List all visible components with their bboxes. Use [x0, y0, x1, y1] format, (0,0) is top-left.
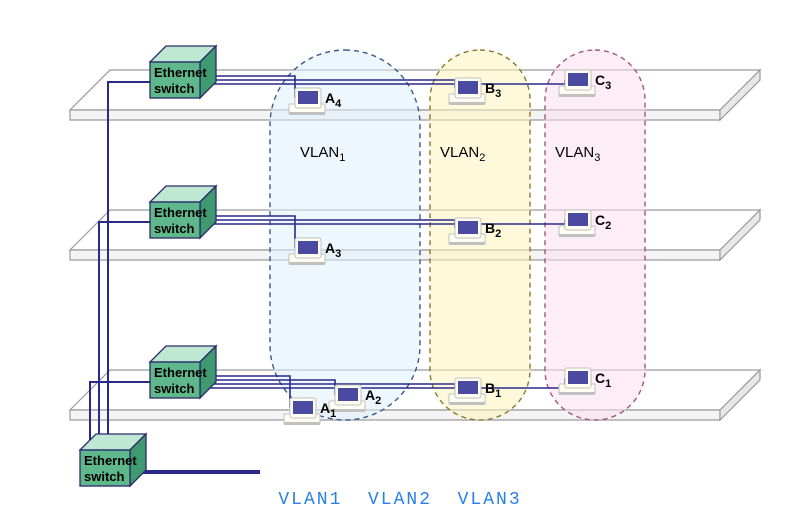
host-label-A2: A2 [365, 387, 381, 407]
host-label-A1: A1 [320, 400, 336, 420]
cap-v1: VLAN1 [278, 490, 342, 510]
host-label-B1: B1 [485, 380, 501, 400]
switch-label-sw0: Ethernetswitch [84, 453, 137, 485]
switch-label-sw1: Ethernetswitch [154, 365, 207, 397]
caption: VLAN1 VLAN2 VLAN3 [0, 490, 800, 510]
vlan-label-VLAN1: VLAN1 [300, 144, 345, 164]
switch-label-sw2: Ethernetswitch [154, 205, 207, 237]
vlan-label-VLAN3: VLAN3 [555, 144, 600, 164]
host-label-A3: A3 [325, 240, 341, 260]
host-label-B2: B2 [485, 220, 501, 240]
vlan-label-VLAN2: VLAN2 [440, 144, 485, 164]
host-label-A4: A4 [325, 90, 341, 110]
host-label-C3: C3 [595, 72, 611, 92]
host-label-C1: C1 [595, 370, 611, 390]
host-label-B3: B3 [485, 80, 501, 100]
switch-label-sw3: Ethernetswitch [154, 65, 207, 97]
host-label-C2: C2 [595, 212, 611, 232]
cap-v3: VLAN3 [458, 490, 522, 510]
cap-v2: VLAN2 [368, 490, 432, 510]
